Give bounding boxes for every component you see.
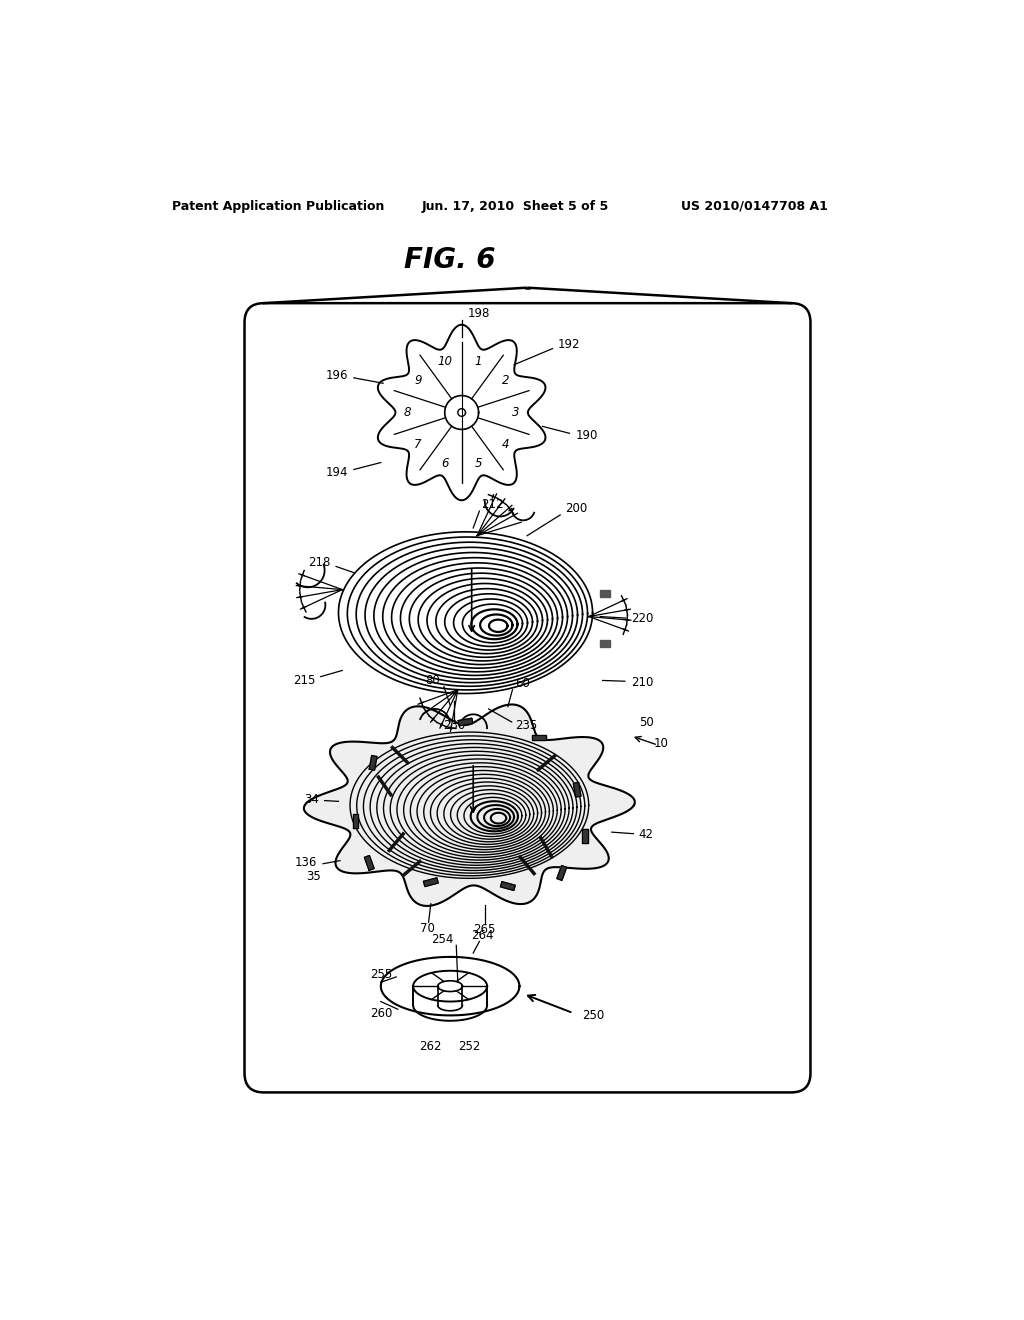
Text: 136: 136	[295, 857, 316, 870]
Text: 7: 7	[415, 438, 422, 450]
Text: 8: 8	[404, 407, 412, 418]
Text: 220: 220	[631, 612, 653, 626]
Text: 212: 212	[481, 499, 504, 511]
Polygon shape	[424, 878, 438, 887]
Polygon shape	[573, 783, 581, 797]
Text: 5: 5	[474, 457, 482, 470]
Polygon shape	[458, 718, 473, 726]
Text: 192: 192	[558, 338, 581, 351]
Polygon shape	[365, 855, 374, 870]
Text: 42: 42	[639, 828, 653, 841]
Text: 250: 250	[583, 1008, 605, 1022]
Text: 1: 1	[474, 355, 482, 368]
Text: 255: 255	[370, 968, 392, 981]
Text: 198: 198	[468, 308, 490, 321]
Text: 60: 60	[515, 677, 530, 690]
Text: 3: 3	[512, 407, 519, 418]
Text: 218: 218	[308, 556, 331, 569]
Polygon shape	[583, 829, 588, 843]
Text: 215: 215	[293, 675, 315, 686]
Text: US 2010/0147708 A1: US 2010/0147708 A1	[681, 199, 827, 213]
Text: Jun. 17, 2010  Sheet 5 of 5: Jun. 17, 2010 Sheet 5 of 5	[422, 199, 609, 213]
Text: 235: 235	[515, 719, 538, 733]
Polygon shape	[352, 813, 358, 828]
Polygon shape	[501, 882, 515, 891]
Text: Patent Application Publication: Patent Application Publication	[172, 199, 385, 213]
Polygon shape	[557, 866, 566, 880]
Polygon shape	[531, 735, 546, 741]
Polygon shape	[304, 705, 635, 906]
Text: 9: 9	[415, 375, 422, 387]
Text: 2: 2	[502, 375, 509, 387]
Polygon shape	[370, 755, 377, 770]
Text: 10: 10	[654, 737, 669, 750]
Text: 254: 254	[431, 933, 454, 946]
Text: 264: 264	[471, 929, 494, 942]
Text: 6: 6	[441, 457, 449, 470]
Text: 252: 252	[458, 1040, 480, 1053]
Text: 10: 10	[437, 355, 453, 368]
Text: 190: 190	[575, 429, 598, 442]
Text: 262: 262	[420, 1040, 442, 1053]
Text: 210: 210	[631, 676, 653, 689]
Text: 265: 265	[473, 924, 496, 936]
Text: 200: 200	[565, 502, 588, 515]
Text: 50: 50	[639, 715, 653, 729]
Text: 4: 4	[502, 438, 509, 450]
Text: 260: 260	[370, 1007, 392, 1019]
Bar	[600, 590, 609, 597]
Text: 194: 194	[326, 466, 348, 479]
Text: 80: 80	[425, 675, 440, 686]
Text: 35: 35	[306, 870, 321, 883]
Text: 230: 230	[442, 719, 465, 733]
Text: 34: 34	[304, 792, 319, 805]
Bar	[600, 640, 609, 647]
Text: 70: 70	[420, 921, 434, 935]
Text: 196: 196	[326, 370, 348, 381]
Text: FIG. 6: FIG. 6	[404, 246, 496, 275]
